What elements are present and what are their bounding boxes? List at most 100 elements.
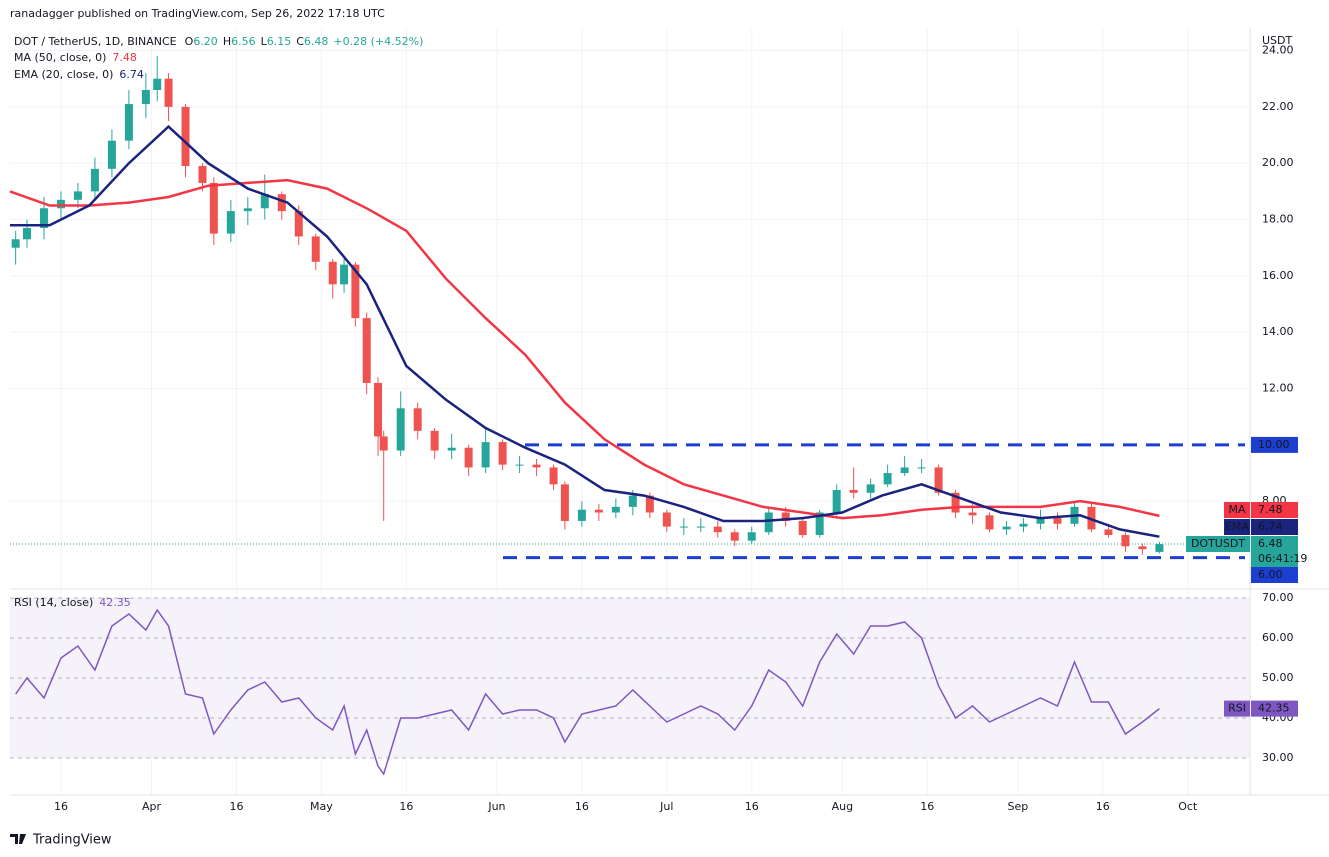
candle-body bbox=[379, 436, 388, 451]
footer-logo bbox=[10, 834, 26, 844]
indicator-value: 7.48 bbox=[112, 51, 137, 64]
x-tick-label: Apr bbox=[142, 800, 162, 813]
ohlc-label: L bbox=[261, 35, 268, 48]
candle-body bbox=[22, 228, 31, 240]
candle-body bbox=[351, 264, 360, 319]
candle-body bbox=[374, 382, 383, 437]
y-tick-label: 50.00 bbox=[1262, 671, 1294, 684]
rsi-legend: RSI (14, close) 42.35 bbox=[14, 596, 131, 609]
candle-body bbox=[764, 512, 773, 533]
y-tick-label: 12.00 bbox=[1262, 382, 1294, 395]
x-tick-label: Aug bbox=[832, 800, 853, 813]
x-tick-label: 16 bbox=[54, 800, 68, 813]
candle-body bbox=[1019, 523, 1028, 527]
rsi-tag-box bbox=[1224, 700, 1250, 717]
ohlc-value: 6.20 bbox=[193, 35, 218, 48]
candle-body bbox=[560, 484, 569, 521]
x-tick-label: Jun bbox=[487, 800, 505, 813]
candle-body bbox=[594, 509, 603, 513]
ohlc-label: C bbox=[296, 35, 304, 48]
x-tick-label: Oct bbox=[1178, 800, 1198, 813]
candle-body bbox=[277, 194, 286, 212]
candle-body bbox=[209, 182, 218, 234]
rsi-value: 42.35 bbox=[1258, 702, 1290, 715]
indicator-value: 6.74 bbox=[119, 68, 144, 81]
candle-body bbox=[832, 489, 841, 513]
x-tick-label: 16 bbox=[575, 800, 589, 813]
candle-body bbox=[39, 208, 48, 228]
candle-body bbox=[1121, 535, 1130, 547]
candle-body bbox=[56, 199, 65, 209]
candle-body bbox=[328, 261, 337, 285]
y-tick-label: 14.00 bbox=[1262, 325, 1294, 338]
candle-body bbox=[951, 492, 960, 513]
y-tick-label: 16.00 bbox=[1262, 269, 1294, 282]
candle-body bbox=[917, 467, 926, 469]
candle-body bbox=[611, 506, 620, 513]
candle-body bbox=[713, 526, 722, 533]
candle-body bbox=[141, 89, 150, 105]
candle-body bbox=[696, 526, 705, 528]
y-tick-label: 20.00 bbox=[1262, 156, 1294, 169]
candle-body bbox=[798, 520, 807, 536]
candle-body bbox=[1036, 518, 1045, 524]
ma-value: 7.48 bbox=[1258, 503, 1283, 516]
y-tick-label: 30.00 bbox=[1262, 751, 1294, 764]
candle-body bbox=[311, 236, 320, 262]
ohlc-label: O bbox=[185, 35, 194, 48]
countdown: 06:41:19 bbox=[1258, 552, 1307, 565]
rsi-tag: RSI bbox=[1228, 702, 1246, 715]
last-price-value: 6.48 bbox=[1258, 537, 1283, 550]
ema-value: 6.74 bbox=[1258, 520, 1283, 533]
ma-tag: MA bbox=[1228, 503, 1245, 516]
x-tick-label: Jul bbox=[659, 800, 673, 813]
ohlc-value: 6.15 bbox=[267, 35, 292, 48]
candle-body bbox=[866, 484, 875, 493]
candle-body bbox=[90, 168, 99, 192]
candle-body bbox=[815, 512, 824, 536]
candle-body bbox=[11, 239, 20, 248]
candle-body bbox=[662, 512, 671, 527]
candle-body bbox=[362, 318, 371, 383]
rsi-name: RSI (14, close) bbox=[14, 596, 93, 609]
candle-body bbox=[73, 191, 82, 200]
x-tick-label: Sep bbox=[1007, 800, 1028, 813]
candle-body bbox=[464, 447, 473, 468]
candle-body bbox=[243, 208, 252, 212]
rsi-value-box bbox=[1251, 700, 1298, 717]
x-tick-label: May bbox=[310, 800, 333, 813]
candle-body bbox=[549, 467, 558, 485]
candle-body bbox=[430, 430, 439, 451]
ohlc-value: 6.56 bbox=[231, 35, 256, 48]
candle-body bbox=[730, 532, 739, 541]
level-1-value-box bbox=[1251, 567, 1298, 583]
candle-body bbox=[781, 512, 790, 521]
symbol-tag: DOTUSDT bbox=[1191, 537, 1245, 550]
line bbox=[10, 124, 1160, 538]
candle-body bbox=[447, 447, 456, 451]
candle-body bbox=[1155, 544, 1164, 552]
candle-body bbox=[934, 467, 943, 493]
candle-body bbox=[181, 106, 190, 167]
candle-body bbox=[107, 140, 116, 169]
level-0-value: 10.00 bbox=[1258, 438, 1290, 451]
candle-body bbox=[985, 515, 994, 530]
candle-body bbox=[747, 532, 756, 541]
indicator-name: MA (50, close, 0) bbox=[14, 51, 106, 64]
y-tick-label: 70.00 bbox=[1262, 591, 1294, 604]
candle-body bbox=[340, 264, 349, 285]
candle-body bbox=[413, 408, 422, 431]
candle-body bbox=[628, 495, 637, 507]
candle-body bbox=[226, 211, 235, 234]
rsi-value: 42.35 bbox=[99, 596, 131, 609]
candle-body bbox=[532, 464, 541, 468]
ma-value-box bbox=[1251, 502, 1298, 518]
line bbox=[9, 178, 1160, 520]
candle-body bbox=[679, 526, 688, 528]
symbol-legend: DOT / TetherUS, 1D, BINANCE O6.20 H6.56 L6.… bbox=[14, 35, 423, 48]
y-tick-label: 24.00 bbox=[1262, 44, 1294, 57]
candle-body bbox=[883, 473, 892, 485]
level-0-value-box bbox=[1251, 436, 1298, 453]
